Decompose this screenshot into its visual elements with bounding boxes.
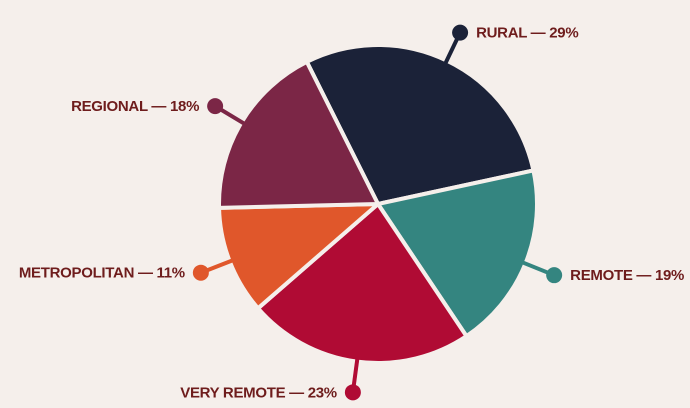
data-label: RURAL — 29% [476, 25, 578, 42]
data-label: REGIONAL — 18% [71, 98, 199, 115]
leader-dot [452, 24, 469, 41]
data-label: VERY REMOTE — 23% [180, 384, 337, 401]
leader-dot [344, 384, 361, 401]
leader-dot [207, 98, 224, 115]
leader-dot [546, 267, 563, 284]
leader-dot [192, 264, 209, 281]
data-label: REMOTE — 19% [570, 267, 684, 284]
data-label: METROPOLITAN — 11% [19, 265, 185, 282]
